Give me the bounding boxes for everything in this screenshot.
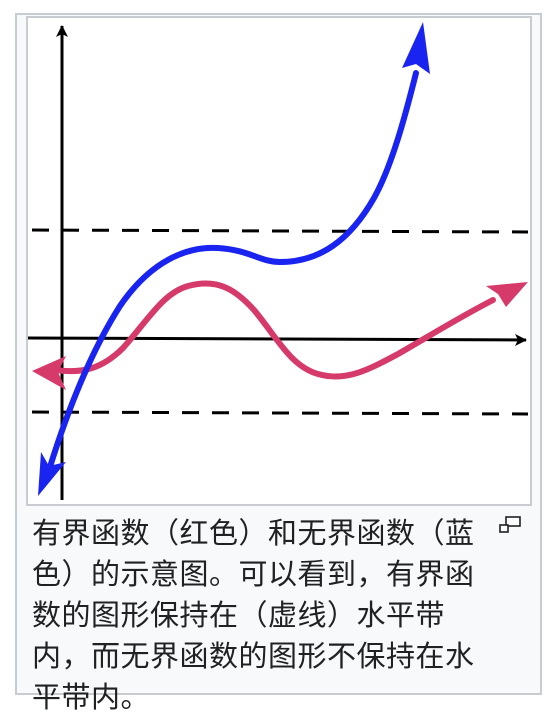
lower-bound-dashed-line [31, 410, 529, 416]
figure-caption: 有界函数（红色）和无界函数（蓝色）的示意图。可以看到，有界函数的图形保持在（虚线… [32, 516, 475, 714]
bounded-left-arrowhead [32, 356, 66, 390]
unbounded-top-arrowhead [402, 22, 430, 74]
unbounded-function-curve [43, 70, 419, 483]
unbounded-bottom-arrowhead [38, 452, 66, 496]
bounded-unbounded-diagram [28, 22, 529, 500]
upper-bound-dashed-line [31, 228, 529, 234]
figure-image[interactable] [26, 16, 532, 506]
magnify-clip-icon[interactable] [498, 516, 522, 534]
bounded-right-arrowhead [486, 282, 528, 307]
bounded-function-curve [53, 280, 496, 380]
